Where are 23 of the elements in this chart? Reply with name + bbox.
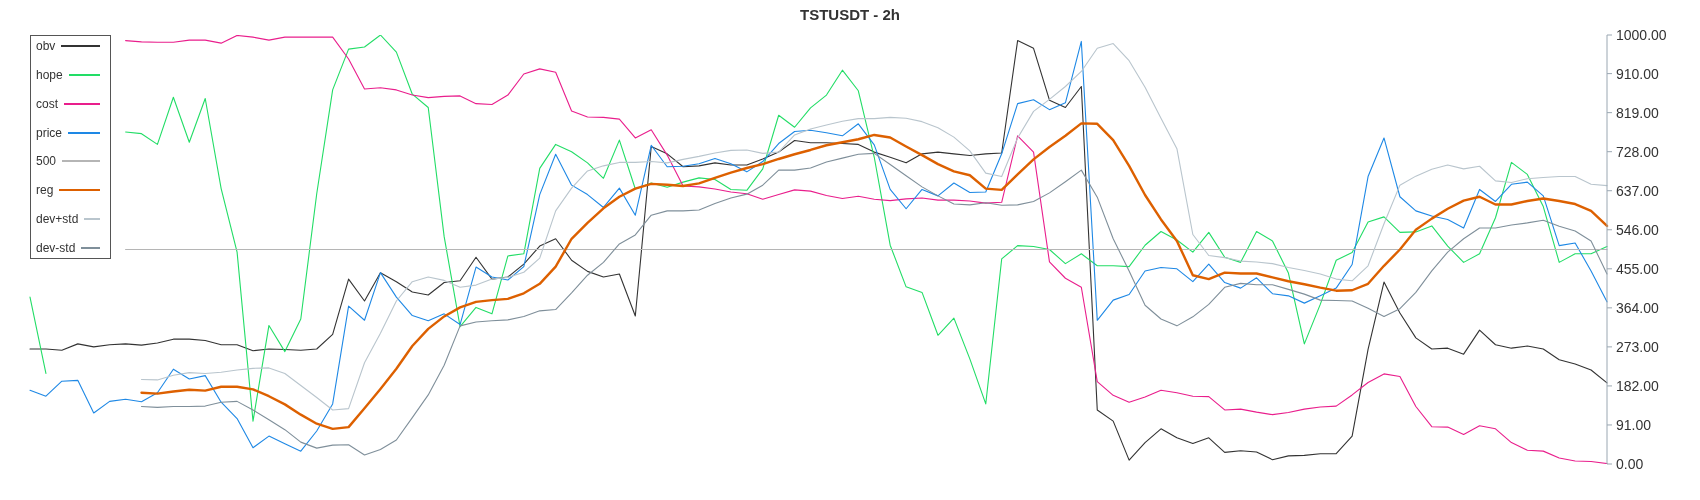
y-tick-label: 546.00 [1616,221,1660,238]
y-tick-label: 0.00 [1616,455,1644,472]
y-tick-label: 1000.00 [1616,26,1667,43]
legend-label: hope [36,67,63,82]
legend-label: 500 [36,154,57,169]
line-series [140,122,1609,431]
legend-label: price [36,125,63,140]
line-series [140,152,1608,456]
legend-label: reg [36,183,54,198]
y-tick-label: 455.00 [1616,260,1660,277]
y-tick-label: 364.00 [1616,299,1660,316]
y-tick-label: 273.00 [1616,338,1660,355]
y-tick-label: 182.00 [1616,377,1660,394]
legend-label: cost [36,96,59,111]
y-tick-label: 91.00 [1616,416,1652,433]
chart-title: TSTUSDT - 2h [800,6,900,23]
legend-label: obv [36,39,56,53]
legend-label: dev-std [36,240,76,255]
y-tick-label: 819.00 [1616,104,1660,121]
y-tick-label: 728.00 [1616,143,1660,160]
y-tick-label: 910.00 [1616,65,1660,82]
y-tick-label: 637.00 [1616,182,1660,199]
legend-label: dev+std [36,212,79,227]
